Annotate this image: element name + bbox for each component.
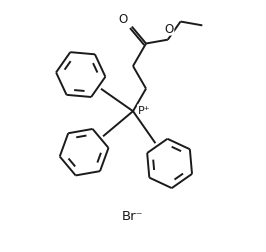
Text: P⁺: P⁺ (138, 105, 150, 115)
Text: O: O (119, 13, 128, 26)
Text: Br⁻: Br⁻ (122, 209, 144, 222)
Text: O: O (164, 23, 174, 36)
